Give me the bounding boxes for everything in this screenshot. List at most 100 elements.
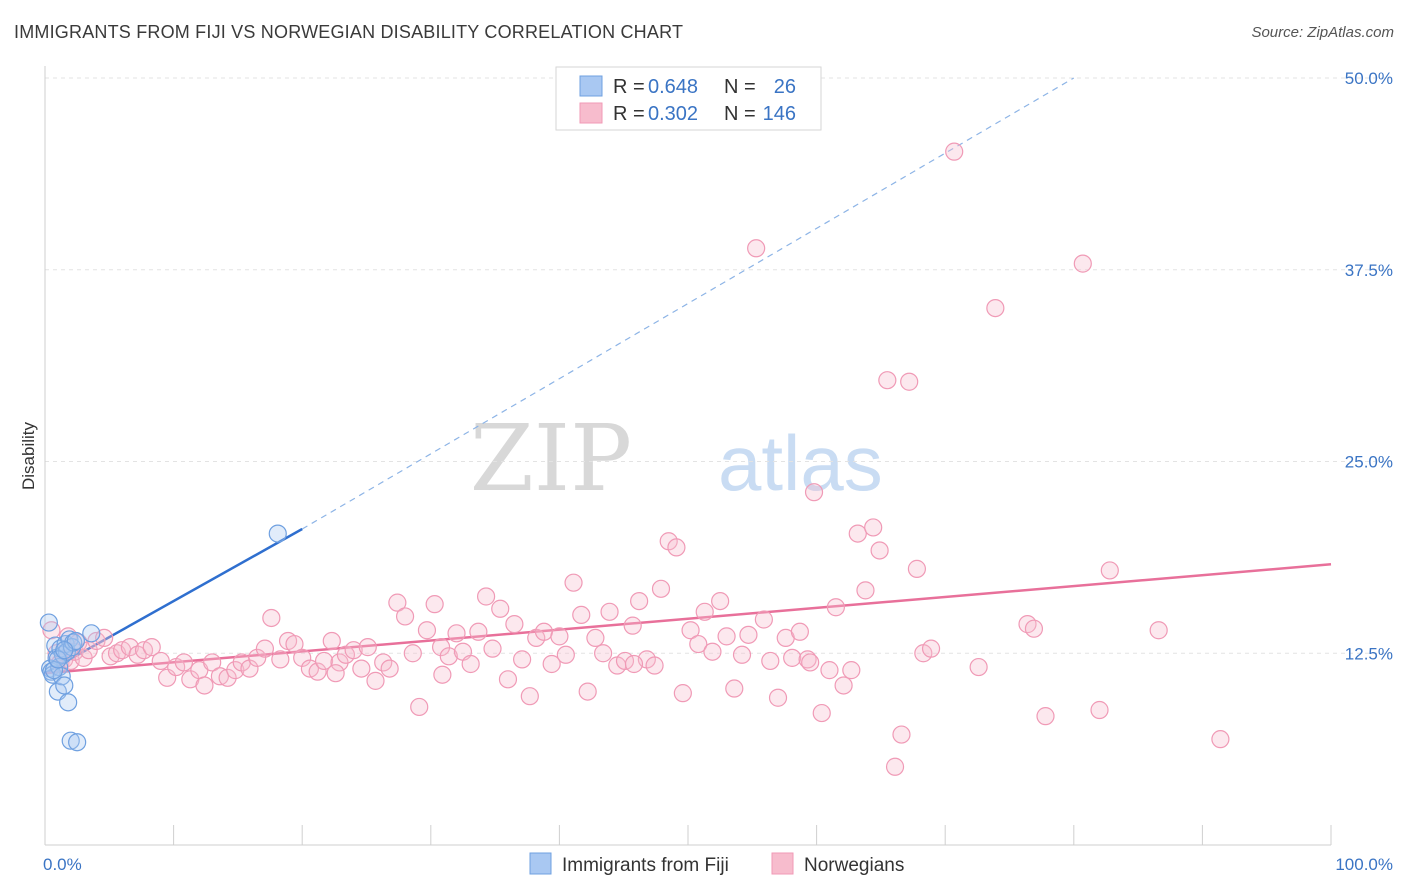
- legend-swatch-fiji: [579, 75, 603, 97]
- point-norwegians: [600, 602, 619, 621]
- point-norwegians: [534, 622, 554, 641]
- point-norwegians: [907, 559, 927, 578]
- point-norwegians: [717, 627, 736, 646]
- legend-swatch-norwegians: [579, 102, 603, 124]
- point-norwegians: [128, 645, 147, 664]
- point-norwegians: [812, 703, 831, 723]
- point-norwegians: [594, 644, 613, 663]
- point-norwegians: [586, 628, 605, 648]
- watermark-zip: ZIP: [470, 405, 632, 512]
- point-norwegians: [410, 697, 429, 717]
- y-tick-label: 25.0%: [1345, 453, 1393, 472]
- point-norwegians: [542, 654, 561, 674]
- point-norwegians: [344, 641, 363, 660]
- point-norwegians: [783, 648, 802, 667]
- point-norwegians: [483, 639, 502, 658]
- point-norwegians: [1073, 254, 1092, 273]
- bottom-legend-swatch-fiji: [529, 852, 552, 875]
- point-norwegians: [624, 654, 644, 674]
- point-fiji: [268, 524, 287, 543]
- point-norwegians: [513, 650, 532, 669]
- point-norwegians: [1024, 619, 1044, 638]
- legend-r-value-fiji: 0.648: [648, 76, 698, 98]
- point-norwegians: [255, 639, 275, 658]
- point-fiji: [39, 613, 58, 632]
- point-norwegians: [1036, 707, 1055, 726]
- point-fiji: [48, 650, 67, 669]
- point-norwegians: [469, 622, 488, 641]
- point-norwegians: [285, 634, 304, 654]
- point-norwegians: [856, 581, 875, 600]
- bottom-legend-swatch-norwegians: [771, 852, 794, 875]
- point-norwegians: [681, 621, 700, 640]
- point-norwegians: [892, 725, 911, 744]
- point-fiji: [82, 624, 101, 643]
- point-norwegians: [732, 645, 752, 664]
- point-norwegians: [711, 591, 730, 611]
- point-norwegians: [1211, 730, 1230, 749]
- point-norwegians: [747, 239, 766, 258]
- chart-title: IMMIGRANTS FROM FIJI VS NORWEGIAN DISABI…: [14, 22, 684, 42]
- point-norwegians: [820, 661, 839, 680]
- point-norwegians: [366, 671, 385, 690]
- point-norwegians: [120, 638, 139, 657]
- x-tick-label-max: 100.0%: [1335, 855, 1393, 874]
- point-norwegians: [358, 638, 377, 657]
- point-norwegians: [174, 653, 193, 672]
- point-norwegians: [578, 682, 597, 701]
- point-norwegians: [352, 659, 371, 678]
- point-norwegians: [425, 595, 444, 614]
- point-norwegians: [218, 668, 237, 687]
- gridlines: [45, 77, 1392, 654]
- point-norwegians: [322, 631, 341, 651]
- point-norwegians: [900, 372, 919, 391]
- point-fiji: [61, 731, 80, 750]
- point-norwegians: [380, 659, 399, 678]
- point-norwegians: [262, 608, 281, 628]
- legend-n-label-fiji: N =: [724, 76, 756, 98]
- point-norwegians: [645, 656, 664, 675]
- point-norwegians: [498, 670, 518, 689]
- point-norwegians: [921, 639, 941, 658]
- point-norwegians: [195, 676, 214, 695]
- point-norwegians: [491, 599, 510, 618]
- point-norwegians: [151, 651, 170, 671]
- point-norwegians: [623, 616, 642, 635]
- watermark-atlas: atlas: [718, 419, 883, 507]
- trend-line-fiji: [44, 527, 303, 675]
- legend-r-label-fiji: R =: [613, 76, 645, 98]
- point-norwegians: [826, 598, 845, 617]
- point-norwegians: [754, 610, 773, 629]
- point-norwegians: [703, 642, 722, 661]
- point-norwegians: [864, 518, 883, 537]
- point-norwegians: [878, 371, 897, 390]
- point-norwegians: [388, 593, 407, 612]
- point-norwegians: [308, 662, 327, 681]
- point-norwegians: [885, 757, 905, 776]
- point-norwegians: [1090, 700, 1109, 720]
- trend-line-fiji-extension: [301, 77, 1075, 530]
- legend-r-label-norwegians: R =: [613, 103, 645, 125]
- point-norwegians: [630, 591, 649, 611]
- point-norwegians: [695, 602, 714, 621]
- y-tick-label: 50.0%: [1345, 69, 1393, 88]
- legend-n-label-norwegians: N =: [724, 103, 756, 125]
- point-norwegians: [556, 645, 575, 664]
- point-norwegians: [1100, 561, 1119, 580]
- point-norwegians: [798, 650, 817, 669]
- y-tick-label: 37.5%: [1345, 261, 1393, 280]
- axes: 12.5% 25.0% 37.5% 50.0% 0.0% 100.0%: [43, 66, 1393, 874]
- point-fiji: [68, 733, 87, 752]
- y-axis-title: Disability: [19, 421, 38, 490]
- point-norwegians: [210, 667, 229, 686]
- point-norwegians: [520, 687, 539, 706]
- point-norwegians: [248, 648, 267, 667]
- point-fiji: [59, 693, 78, 712]
- point-norwegians: [505, 615, 524, 634]
- point-norwegians: [476, 587, 496, 606]
- legend: R = 0.648 N = 26 R = 0.302 N = 146: [555, 66, 822, 131]
- point-norwegians: [431, 638, 451, 657]
- point-norwegians: [142, 638, 161, 657]
- point-norwegians: [439, 647, 458, 666]
